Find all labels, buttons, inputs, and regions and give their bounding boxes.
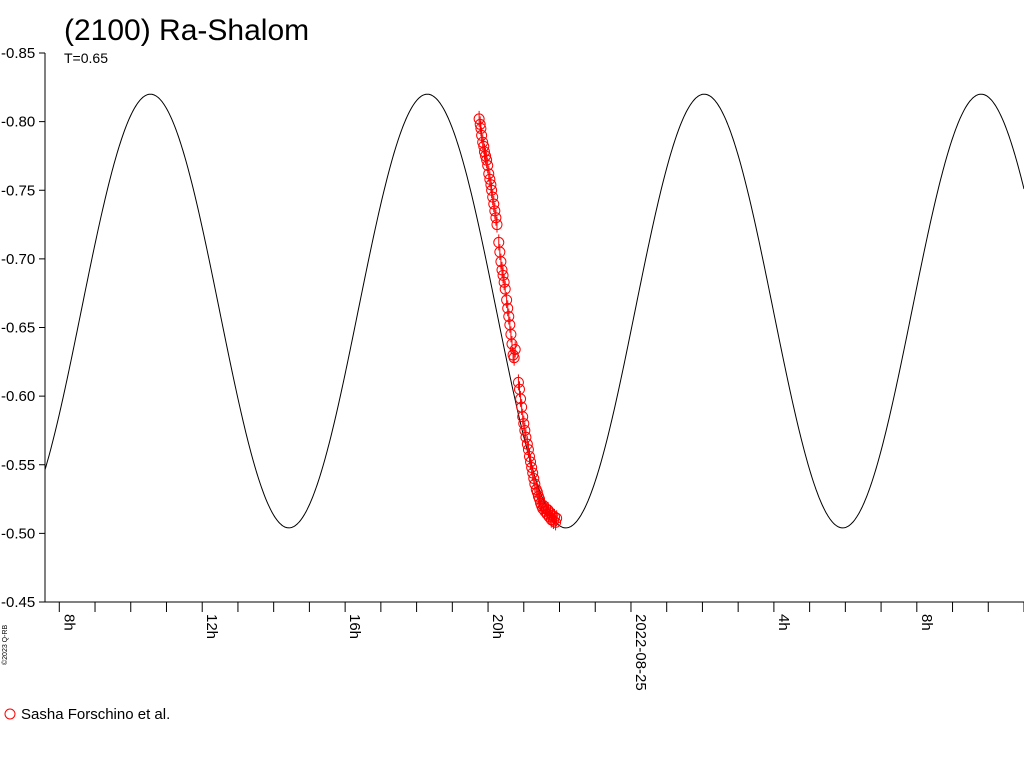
data-point <box>518 418 530 430</box>
y-tick-label: -0.75 <box>1 182 35 199</box>
data-point <box>498 276 510 288</box>
data-point <box>508 352 520 364</box>
data-point <box>526 461 538 473</box>
data-point <box>484 173 496 185</box>
y-tick-label: -0.60 <box>1 388 35 405</box>
chart-title: (2100) Ra-Shalom <box>64 14 309 47</box>
copyright-group: ©2023 Q-RB <box>1 624 9 665</box>
data-point <box>522 444 534 456</box>
data-point <box>497 269 509 281</box>
data-point <box>519 424 531 436</box>
data-point <box>499 283 511 295</box>
data-point <box>501 294 513 306</box>
data-point <box>478 146 490 158</box>
data-point <box>528 472 540 484</box>
data-point <box>527 467 539 479</box>
copyright-text: ©2023 Q-RB <box>1 624 9 665</box>
x-tick-label: 12h <box>203 614 220 639</box>
model-curve-line <box>44 93 1024 529</box>
data-point <box>531 486 543 498</box>
data-point <box>503 311 515 323</box>
data-point <box>488 198 500 210</box>
data-point <box>523 451 535 463</box>
data-point <box>490 212 502 224</box>
data-point <box>491 219 503 231</box>
data-point <box>551 512 563 524</box>
legend-label: Sasha Forschino et al. <box>21 706 170 723</box>
x-tick-label: 16h <box>346 614 363 639</box>
y-tick-label: -0.80 <box>1 114 35 131</box>
data-point <box>489 205 501 217</box>
y-tick-label: -0.45 <box>1 594 35 611</box>
chart-subtitle: T=0.65 <box>64 50 108 66</box>
data-point <box>495 256 507 268</box>
data-point <box>506 338 518 350</box>
data-point <box>509 343 521 355</box>
y-tick-label: -0.55 <box>1 457 35 474</box>
y-tick-label: -0.65 <box>1 320 35 337</box>
y-tick-label: -0.85 <box>1 45 35 62</box>
x-tick-label: 20h <box>489 614 506 639</box>
data-point <box>521 438 533 450</box>
data-point <box>482 160 494 172</box>
x-tick-label: 8h <box>60 614 77 631</box>
x-tick-label: 8h <box>918 614 935 631</box>
data-point <box>550 516 562 528</box>
data-point <box>474 118 486 130</box>
y-tick-label: -0.50 <box>1 525 35 542</box>
legend-marker-icon <box>4 708 16 720</box>
data-point <box>502 302 514 314</box>
y-tick-label: -0.70 <box>1 251 35 268</box>
data-point <box>487 191 499 203</box>
data-point <box>476 129 488 141</box>
data-point <box>481 154 493 166</box>
data-point <box>520 431 532 443</box>
x-tick-label: 4h <box>775 614 792 631</box>
data-point <box>512 376 524 388</box>
data-point <box>475 122 487 134</box>
data-point <box>542 504 554 516</box>
data-point <box>485 179 497 191</box>
data-point <box>483 168 495 180</box>
x-tick-label: 2022-08-25 <box>632 614 649 691</box>
data-point <box>486 184 498 196</box>
data-point <box>529 478 541 490</box>
axes: -0.85 -0.80 -0.75 -0.70 -0.65 -0.60 -0.55 -0.50… <box>1 45 1024 691</box>
legend: Sasha Forschino et al. <box>4 706 170 723</box>
data-points-layer <box>473 110 563 531</box>
model-curve-layer <box>44 93 1024 529</box>
data-point <box>517 411 529 423</box>
data-point <box>515 393 527 405</box>
data-point <box>549 511 561 523</box>
data-point <box>525 456 537 468</box>
data-point <box>496 264 508 276</box>
data-point <box>547 515 559 527</box>
